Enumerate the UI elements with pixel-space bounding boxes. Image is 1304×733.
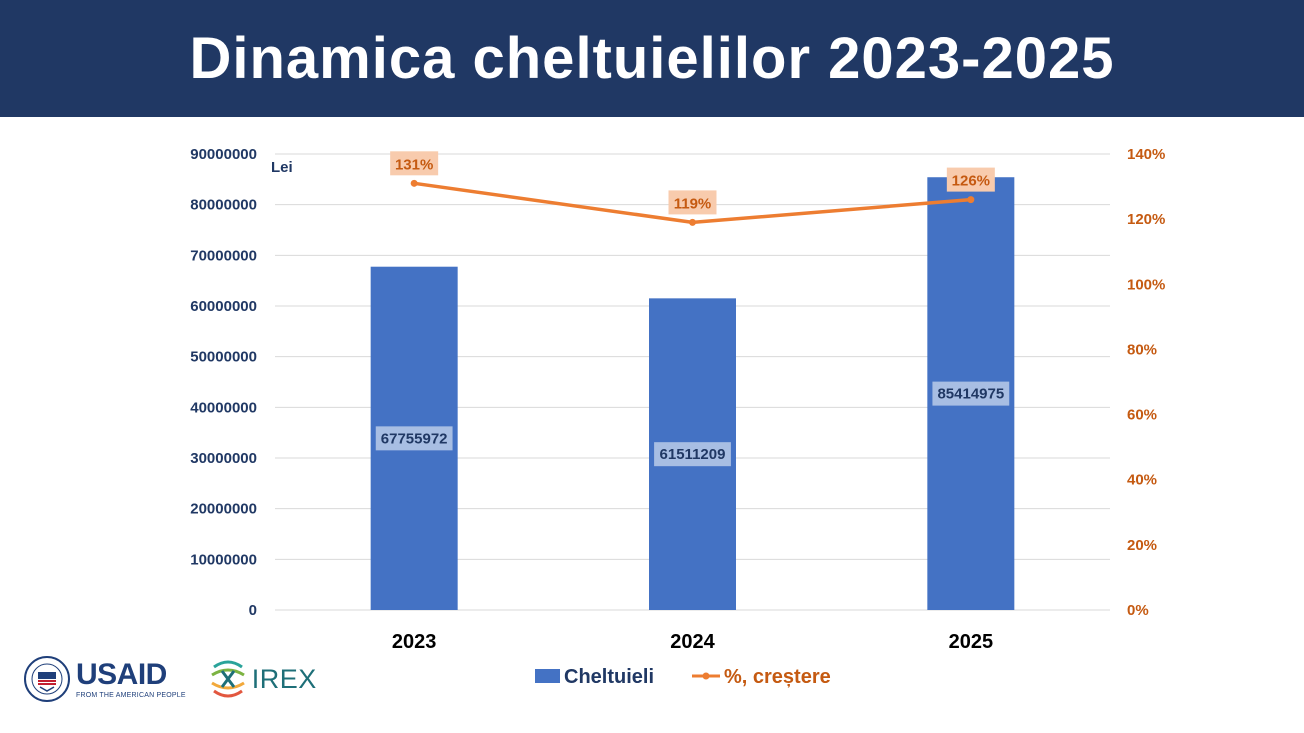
legend-label: Cheltuieli <box>564 666 654 688</box>
title-banner: Dinamica cheltuielilor 2023-2025 <box>0 0 1304 117</box>
x-tick-label: 2024 <box>670 631 715 653</box>
line-data-label: 119% <box>674 195 712 212</box>
line-point <box>689 218 696 226</box>
y2-tick-label: 100% <box>1127 276 1165 293</box>
y-axis-unit-label: Lei <box>271 159 293 176</box>
irex-wordmark: IREX <box>251 663 317 694</box>
y2-tick-label: 140% <box>1127 146 1165 163</box>
line-data-label: 131% <box>395 156 433 173</box>
y2-tick-label: 20% <box>1127 537 1157 554</box>
y-tick-label: 80000000 <box>190 197 257 214</box>
irex-logo: IREX <box>208 657 317 701</box>
bar-data-label: 61511209 <box>660 446 726 463</box>
line-point <box>410 179 418 187</box>
bar-data-label-bg <box>654 442 731 467</box>
y2-tick-label: 120% <box>1127 211 1165 228</box>
y-tick-label: 40000000 <box>190 399 257 416</box>
x-tick-label: 2023 <box>392 631 437 653</box>
usaid-tagline: FROM THE AMERICAN PEOPLE <box>76 691 186 699</box>
legend-label: %, creștere <box>724 666 831 688</box>
usaid-logo: USAID FROM THE AMERICAN PEOPLE <box>76 657 186 699</box>
y-tick-label: 30000000 <box>190 450 257 467</box>
y-tick-label: 10000000 <box>190 551 257 568</box>
y-tick-label: 20000000 <box>190 501 257 518</box>
usaid-seal-icon <box>24 656 70 702</box>
bar-data-label-bg <box>375 426 453 451</box>
y-tick-label: 50000000 <box>190 349 257 366</box>
y-tick-label: 0 <box>249 602 257 619</box>
partner-logos: USAID FROM THE AMERICAN PEOPLE IREX <box>24 655 317 703</box>
combo-chart: 0 10000000 20000000 30000000 40000000 5000000… <box>190 146 1165 688</box>
bar-data-label-bg <box>932 381 1010 406</box>
bar-data-label: 67755972 <box>381 430 448 447</box>
y2-tick-label: 60% <box>1127 407 1157 424</box>
y2-tick-label: 0% <box>1127 602 1149 619</box>
page-title: Dinamica cheltuielilor 2023-2025 <box>189 26 1115 91</box>
y-tick-label: 60000000 <box>190 298 257 315</box>
line-data-label-bg <box>946 167 995 192</box>
irex-mark-icon <box>210 660 245 698</box>
legend-swatch-bar <box>535 669 560 683</box>
y2-tick-label: 80% <box>1127 341 1157 358</box>
line-data-label-bg <box>668 190 717 215</box>
line-data-label: 126% <box>952 173 990 190</box>
legend-swatch-marker <box>702 672 710 680</box>
usaid-wordmark: USAID <box>76 657 167 691</box>
y2-tick-label: 40% <box>1127 472 1157 489</box>
bar-data-label: 85414975 <box>937 386 1004 403</box>
y-tick-label: 70000000 <box>190 247 257 264</box>
y-tick-label: 90000000 <box>190 146 257 163</box>
line-data-label-bg <box>390 151 439 176</box>
x-tick-label: 2025 <box>949 631 994 653</box>
line-point <box>967 196 975 204</box>
